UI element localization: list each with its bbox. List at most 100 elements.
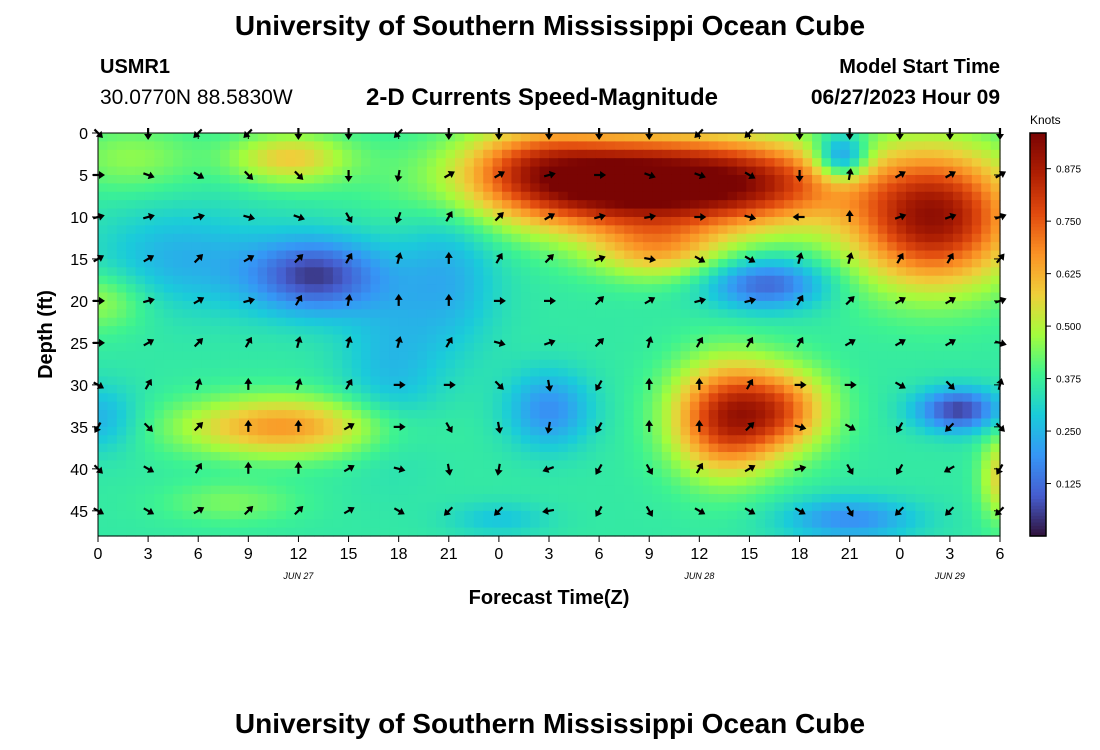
- heatmap-cell: [896, 133, 907, 142]
- heatmap-cell: [520, 183, 531, 193]
- heatmap-cell: [238, 376, 249, 386]
- heatmap-cell: [896, 309, 907, 319]
- heatmap-cell: [962, 166, 973, 176]
- heatmap-cell: [652, 309, 663, 319]
- heatmap-cell: [595, 149, 606, 159]
- heatmap-cell: [605, 359, 616, 369]
- heatmap-cell: [614, 267, 625, 277]
- heatmap-cell: [633, 519, 644, 529]
- heatmap-cell: [389, 149, 400, 159]
- current-vector-arrow: [142, 212, 155, 221]
- heatmap-cell: [220, 368, 231, 378]
- heatmap-cell: [229, 368, 240, 378]
- heatmap-cell: [586, 519, 597, 529]
- heatmap-cell: [633, 368, 644, 378]
- heatmap-cell: [464, 527, 475, 537]
- heatmap-cell: [220, 216, 231, 226]
- heatmap-cell: [849, 477, 860, 487]
- heatmap-cell: [755, 284, 766, 294]
- heatmap-cell: [868, 426, 879, 436]
- heatmap-cell: [567, 250, 578, 260]
- heatmap-cell: [304, 426, 315, 436]
- heatmap-cell: [896, 342, 907, 352]
- heatmap-cell: [605, 166, 616, 176]
- heatmap-cell: [417, 284, 428, 294]
- heatmap-cell: [135, 275, 146, 285]
- heatmap-cell: [539, 502, 550, 512]
- heatmap-cell: [520, 410, 531, 420]
- heatmap-cell: [906, 149, 917, 159]
- heatmap-cell: [812, 242, 823, 252]
- heatmap-cell: [276, 149, 287, 159]
- heatmap-cell: [981, 468, 992, 478]
- heatmap-cell: [990, 502, 1001, 512]
- heatmap-cell: [680, 250, 691, 260]
- heatmap-cell: [642, 250, 653, 260]
- heatmap-cell: [755, 393, 766, 403]
- heatmap-cell: [783, 183, 794, 193]
- heatmap-cell: [473, 393, 484, 403]
- heatmap-cell: [135, 326, 146, 336]
- heatmap-cell: [746, 468, 757, 478]
- heatmap-cell: [351, 351, 362, 361]
- heatmap-cell: [426, 284, 437, 294]
- heatmap-cell: [379, 519, 390, 529]
- heatmap-cell: [276, 494, 287, 504]
- heatmap-cell: [502, 225, 513, 235]
- heatmap-cell: [295, 242, 306, 252]
- current-vector-arrow: [745, 378, 754, 390]
- heatmap-cell: [116, 216, 127, 226]
- heatmap-cell: [135, 510, 146, 520]
- heatmap-cell: [849, 141, 860, 151]
- heatmap-cell: [652, 468, 663, 478]
- heatmap-cell: [201, 443, 212, 453]
- heatmap-cell: [455, 342, 466, 352]
- heatmap-cell: [436, 368, 447, 378]
- heatmap-cell: [586, 200, 597, 210]
- heatmap-cell: [511, 275, 522, 285]
- heatmap-cell: [896, 141, 907, 151]
- heatmap-cell: [464, 225, 475, 235]
- heatmap-cell: [906, 443, 917, 453]
- heatmap-cell: [220, 284, 231, 294]
- heatmap-cell: [154, 351, 165, 361]
- heatmap-cell: [107, 133, 118, 142]
- heatmap-cell: [116, 133, 127, 142]
- heatmap-cell: [107, 452, 118, 462]
- heatmap-cell: [736, 250, 747, 260]
- heatmap-cell: [173, 359, 184, 369]
- heatmap-cell: [549, 342, 559, 352]
- heatmap-cell: [699, 401, 710, 411]
- heatmap-cell: [417, 267, 428, 277]
- heatmap-cell: [896, 368, 907, 378]
- heatmap-cell: [116, 426, 127, 436]
- heatmap-cell: [793, 200, 804, 210]
- heatmap-cell: [971, 191, 982, 201]
- heatmap-cell: [793, 384, 804, 394]
- heatmap-cell: [746, 477, 757, 487]
- heatmap-cell: [887, 317, 898, 327]
- heatmap-cell: [398, 208, 409, 218]
- heatmap-cell: [868, 477, 879, 487]
- heatmap-cell: [455, 200, 466, 210]
- heatmap-cell: [285, 141, 296, 151]
- heatmap-cell: [624, 300, 635, 310]
- heatmap-cell: [934, 527, 945, 537]
- heatmap-cell: [154, 317, 165, 327]
- heatmap-cell: [135, 317, 146, 327]
- heatmap-cell: [323, 410, 334, 420]
- heatmap-cell: [783, 494, 794, 504]
- heatmap-cell: [267, 258, 278, 268]
- current-vector-arrow: [945, 380, 955, 390]
- heatmap-cell: [971, 359, 982, 369]
- heatmap-cell: [116, 435, 127, 445]
- heatmap-cell: [859, 317, 870, 327]
- heatmap-cell: [351, 250, 362, 260]
- heatmap-cell: [436, 502, 447, 512]
- heatmap-cell: [906, 351, 917, 361]
- heatmap-cell: [173, 342, 184, 352]
- heatmap-cell: [962, 208, 973, 218]
- heatmap-cell: [727, 519, 738, 529]
- heatmap-cell: [812, 149, 823, 159]
- heatmap-cell: [774, 342, 785, 352]
